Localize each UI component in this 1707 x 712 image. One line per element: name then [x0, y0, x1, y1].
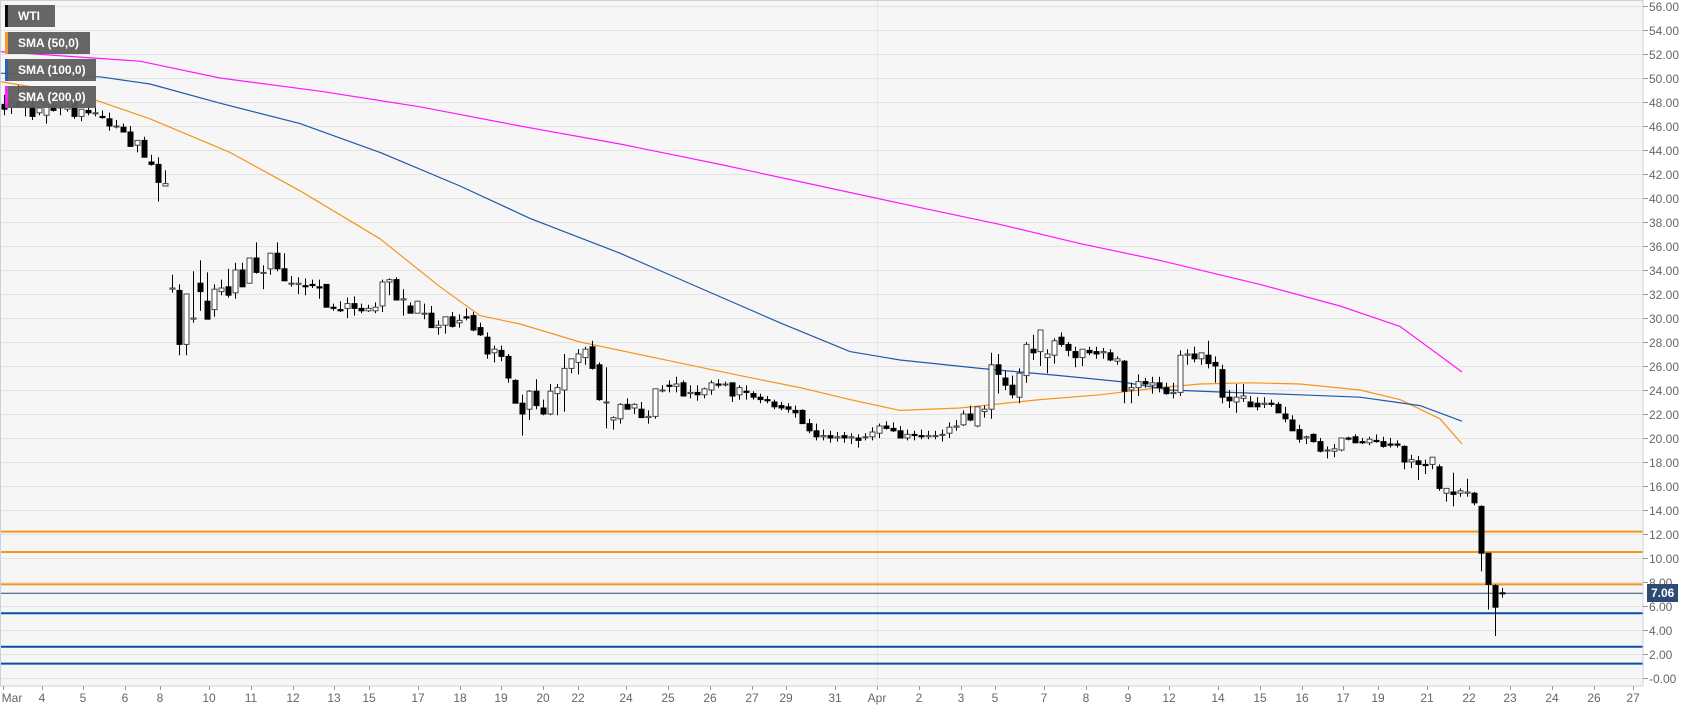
gridlines: [0, 0, 1643, 686]
axis-ticks: [3, 6, 1648, 690]
y-axis-label: 48.00: [1649, 95, 1680, 110]
x-axis-label: 24: [619, 691, 633, 705]
y-axis-label: 46.00: [1649, 119, 1680, 134]
legend-item-wti[interactable]: WTI: [5, 5, 55, 27]
x-axis-label: 6: [121, 691, 129, 705]
support-resistance-levels: [0, 530, 1643, 665]
x-axis-label: 15: [362, 691, 376, 705]
x-axis-label: 23: [1503, 691, 1517, 705]
y-axis-label: 2.00: [1649, 647, 1673, 662]
x-axis-label: 3: [957, 691, 965, 705]
x-axis-label: 31: [828, 691, 842, 705]
y-axis-label: 32.00: [1649, 287, 1680, 302]
y-axis-label: 36.00: [1649, 239, 1680, 254]
y-axis-label: 50.00: [1649, 71, 1680, 86]
x-axis-label: 7: [1040, 691, 1048, 705]
legend-label: SMA (100,0): [18, 63, 86, 77]
x-axis-label: 29: [779, 691, 793, 705]
x-axis-label: 12: [1162, 691, 1176, 705]
legend-swatch-sma50: [5, 32, 8, 54]
legend-swatch-wti: [5, 5, 8, 27]
x-axis-label: 16: [1295, 691, 1309, 705]
y-axis-label: 56.00: [1649, 0, 1680, 14]
x-axis-label: 22: [571, 691, 585, 705]
x-axis-label: 19: [494, 691, 508, 705]
x-axis-label: 26: [1587, 691, 1601, 705]
legend-swatch-sma200: [5, 86, 8, 108]
x-axis-label: 2: [915, 691, 923, 705]
x-axis-label: 25: [661, 691, 675, 705]
y-axis-label: 34.00: [1649, 263, 1680, 278]
y-axis-label: 20.00: [1649, 431, 1680, 446]
x-axis-label: Mar: [1, 691, 23, 705]
x-axis-label: 24: [1545, 691, 1559, 705]
y-axis-label: -0.00: [1649, 671, 1677, 686]
y-axis-label: 42.00: [1649, 167, 1680, 182]
legend-label: SMA (200,0): [18, 90, 86, 104]
x-axis-label: Apr: [867, 691, 887, 705]
y-axis-label: 4.00: [1649, 623, 1673, 638]
legend-swatch-sma100: [5, 59, 8, 81]
x-axis-label: 9: [1124, 691, 1132, 705]
y-axis-label: 10.00: [1649, 551, 1680, 566]
x-axis-label: 10: [202, 691, 216, 705]
x-axis-label: 11: [244, 691, 258, 705]
legend-item-sma50[interactable]: SMA (50,0): [5, 32, 90, 54]
x-axis-label: 14: [1211, 691, 1225, 705]
y-axis-label: 38.00: [1649, 215, 1680, 230]
x-axis-label: 27: [1626, 691, 1640, 705]
x-axis-label: 17: [411, 691, 425, 705]
y-axis-label: 52.00: [1649, 47, 1680, 62]
y-axis-label: 12.00: [1649, 527, 1680, 542]
y-axis-label: 26.00: [1649, 359, 1680, 374]
x-axis-label: 27: [745, 691, 759, 705]
x-axis-label: 18: [453, 691, 467, 705]
y-axis-label: 44.00: [1649, 143, 1680, 158]
y-axis-label: 14.00: [1649, 503, 1680, 518]
x-axis-label: 8: [1082, 691, 1090, 705]
x-axis-label: 17: [1336, 691, 1350, 705]
current-price-badge: 7.06: [1647, 584, 1679, 603]
x-axis-label: 4: [38, 691, 46, 705]
x-axis-label: 26: [703, 691, 717, 705]
x-axis-label: 20: [536, 691, 550, 705]
y-axis-label: 30.00: [1649, 311, 1680, 326]
x-axis-label: 12: [286, 691, 300, 705]
y-axis-label: 18.00: [1649, 455, 1680, 470]
x-axis-label: 5: [79, 691, 87, 705]
y-axis-label: 6.00: [1649, 599, 1673, 614]
x-axis-label: 22: [1462, 691, 1476, 705]
y-axis-label: 22.00: [1649, 407, 1680, 422]
y-axis-label: 54.00: [1649, 23, 1680, 38]
moving-average-lines: [0, 51, 1463, 445]
y-axis-label: 40.00: [1649, 191, 1680, 206]
x-axis-label: 15: [1253, 691, 1267, 705]
legend-item-sma200[interactable]: SMA (200,0): [5, 86, 96, 108]
x-axis-label: 19: [1371, 691, 1385, 705]
x-axis-label: 5: [991, 691, 999, 705]
legend-label: WTI: [18, 9, 40, 23]
legend-label: SMA (50,0): [18, 36, 79, 50]
legend-item-sma100[interactable]: SMA (100,0): [5, 59, 96, 81]
y-axis-label: 24.00: [1649, 383, 1680, 398]
x-axis-label: 21: [1420, 691, 1434, 705]
x-axis-label: 13: [327, 691, 341, 705]
y-axis-label: 28.00: [1649, 335, 1680, 350]
price-candles: [1, 85, 1506, 636]
y-axis-label: 16.00: [1649, 479, 1680, 494]
x-axis-label: 8: [156, 691, 164, 705]
